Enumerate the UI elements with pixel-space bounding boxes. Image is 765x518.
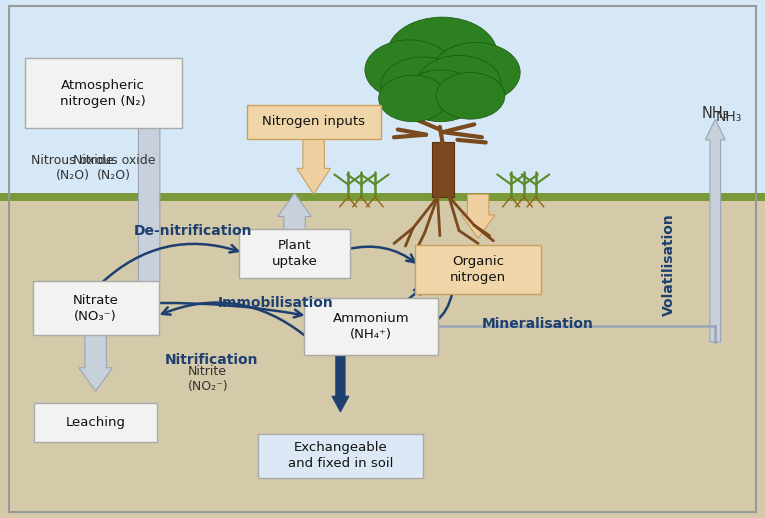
Circle shape [436,73,505,119]
Text: Organic
nitrogen: Organic nitrogen [450,255,506,284]
Text: Nitrogen inputs: Nitrogen inputs [262,115,365,128]
Text: Leaching: Leaching [66,415,125,429]
FancyArrow shape [705,119,725,342]
FancyArrow shape [297,137,330,194]
FancyBboxPatch shape [239,229,350,279]
Text: Plant
uptake: Plant uptake [272,239,317,268]
Text: NH₃: NH₃ [715,109,741,124]
FancyArrow shape [278,193,311,231]
FancyArrow shape [461,194,495,238]
Text: Nitrification: Nitrification [164,353,258,367]
Text: Immobilisation: Immobilisation [218,296,334,310]
Circle shape [379,75,448,122]
Text: Exchangeable
and fixed in soil: Exchangeable and fixed in soil [288,441,393,470]
Bar [432,142,454,197]
FancyArrow shape [332,352,349,412]
Text: Mineralisation: Mineralisation [482,316,594,331]
Text: Ammonium
(NH₄⁺): Ammonium (NH₄⁺) [333,312,409,341]
Bar [0,193,765,201]
FancyBboxPatch shape [34,403,157,441]
FancyArrow shape [79,332,112,391]
FancyBboxPatch shape [25,59,182,128]
FancyBboxPatch shape [304,298,438,355]
FancyBboxPatch shape [32,281,159,336]
Text: Atmospheric
nitrogen (N₂): Atmospheric nitrogen (N₂) [60,79,146,108]
Text: Volatilisation: Volatilisation [662,213,676,315]
Text: De-nitrification: De-nitrification [134,223,252,238]
Circle shape [387,17,497,92]
Text: Nitrite
(NO₂⁻): Nitrite (NO₂⁻) [187,365,228,393]
Circle shape [381,57,465,114]
Circle shape [417,55,501,112]
Text: NH₃: NH₃ [702,107,729,121]
FancyArrow shape [132,65,166,282]
FancyBboxPatch shape [415,245,542,294]
Circle shape [365,40,454,100]
FancyBboxPatch shape [246,105,380,138]
Text: Nitrate
(NO₃⁻): Nitrate (NO₃⁻) [73,294,119,323]
FancyBboxPatch shape [258,434,422,478]
Bar [0,197,765,518]
Text: Nitrous oxide
(N₂O): Nitrous oxide (N₂O) [31,154,114,182]
Text: Nitrous oxide
(N₂O): Nitrous oxide (N₂O) [73,154,155,182]
Circle shape [402,70,479,122]
Circle shape [431,42,520,103]
